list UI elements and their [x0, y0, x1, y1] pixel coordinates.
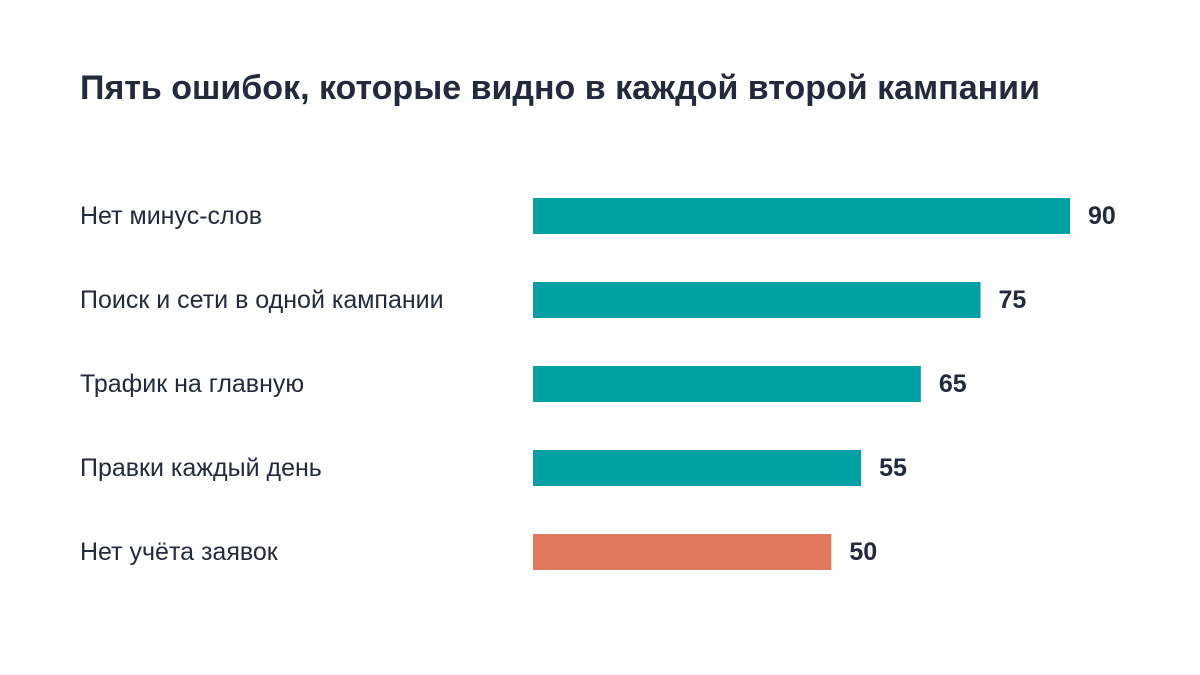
bar	[533, 450, 862, 486]
bar	[533, 198, 1070, 234]
category-labels: Нет минус-слов Поиск и сети в одной кампа…	[80, 202, 444, 566]
bar	[533, 366, 921, 402]
chart-title: Пять ошибок, которые видно в каждой втор…	[80, 69, 1040, 107]
category-label: Правки каждый день	[80, 454, 322, 482]
value-label: 50	[849, 538, 877, 566]
bar	[533, 282, 981, 318]
category-label: Трафик на главную	[80, 370, 304, 398]
value-label: 90	[1088, 202, 1116, 230]
bars	[533, 198, 1070, 570]
value-label: 55	[879, 454, 907, 482]
category-label: Нет минус-слов	[80, 202, 262, 230]
value-label: 75	[999, 286, 1027, 314]
category-label: Поиск и сети в одной кампании	[80, 286, 444, 314]
bar	[533, 534, 832, 570]
category-label: Нет учёта заявок	[80, 538, 279, 566]
value-label: 65	[939, 370, 967, 398]
value-labels: 90 75 65 55 50	[849, 202, 1115, 566]
